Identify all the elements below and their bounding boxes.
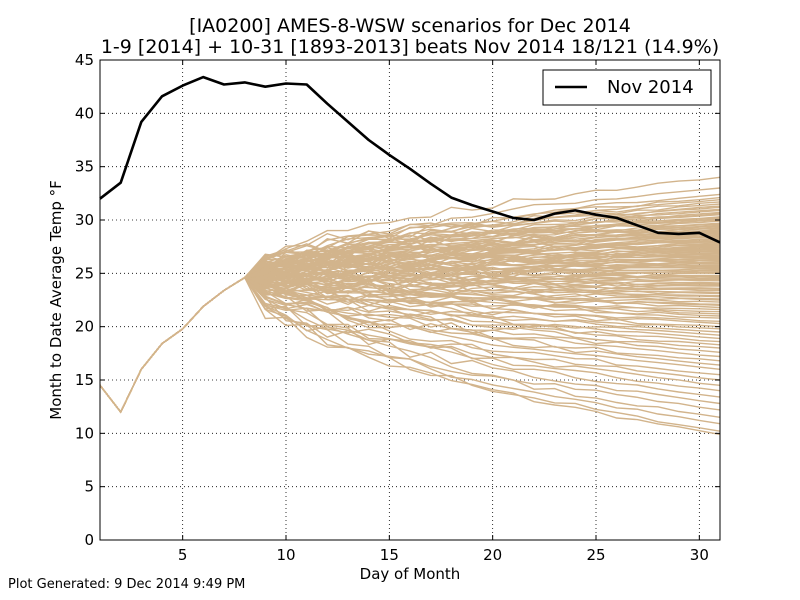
y-axis-label: Month to Date Average Temp °F [47,180,65,419]
y-tick-label: 5 [84,478,94,496]
chart-subtitle: 1-9 [2014] + 10-31 [1893-2013] beats Nov… [101,36,719,58]
y-tick-label: 30 [75,211,94,229]
legend-label-reference: Nov 2014 [607,77,694,98]
reference-line-nov-2014 [99,75,721,244]
plot-area-frame [99,59,721,541]
y-tick-label: 45 [75,51,94,69]
x-tick-label: 15 [380,546,399,564]
y-tick-label: 10 [75,424,94,442]
scenario-lines [99,176,721,436]
x-tick-label: 5 [178,546,188,564]
y-tick-label: 35 [75,158,94,176]
reference-series [99,75,721,244]
y-tick-label: 25 [75,264,94,282]
y-tick-label: 0 [84,531,94,549]
x-axis: 5 10 15 20 25 30 [178,60,709,564]
x-tick-label: 20 [483,546,502,564]
x-tick-label: 25 [586,546,605,564]
x-tick-label: 10 [276,546,295,564]
y-tick-label: 15 [75,371,94,389]
scenario-line [99,176,721,414]
y-axis: 0 5 10 15 20 25 30 35 40 45 [75,51,720,549]
legend: Nov 2014 [542,69,712,106]
chart-title: [IA0200] AMES-8-WSW scenarios for Dec 20… [189,15,631,37]
x-axis-label: Day of Month [360,565,461,583]
y-tick-label: 20 [75,318,94,336]
y-tick-label: 40 [75,104,94,122]
plot-generated-note: Plot Generated: 9 Dec 2014 9:49 PM [8,577,246,592]
x-tick-label: 30 [690,546,709,564]
